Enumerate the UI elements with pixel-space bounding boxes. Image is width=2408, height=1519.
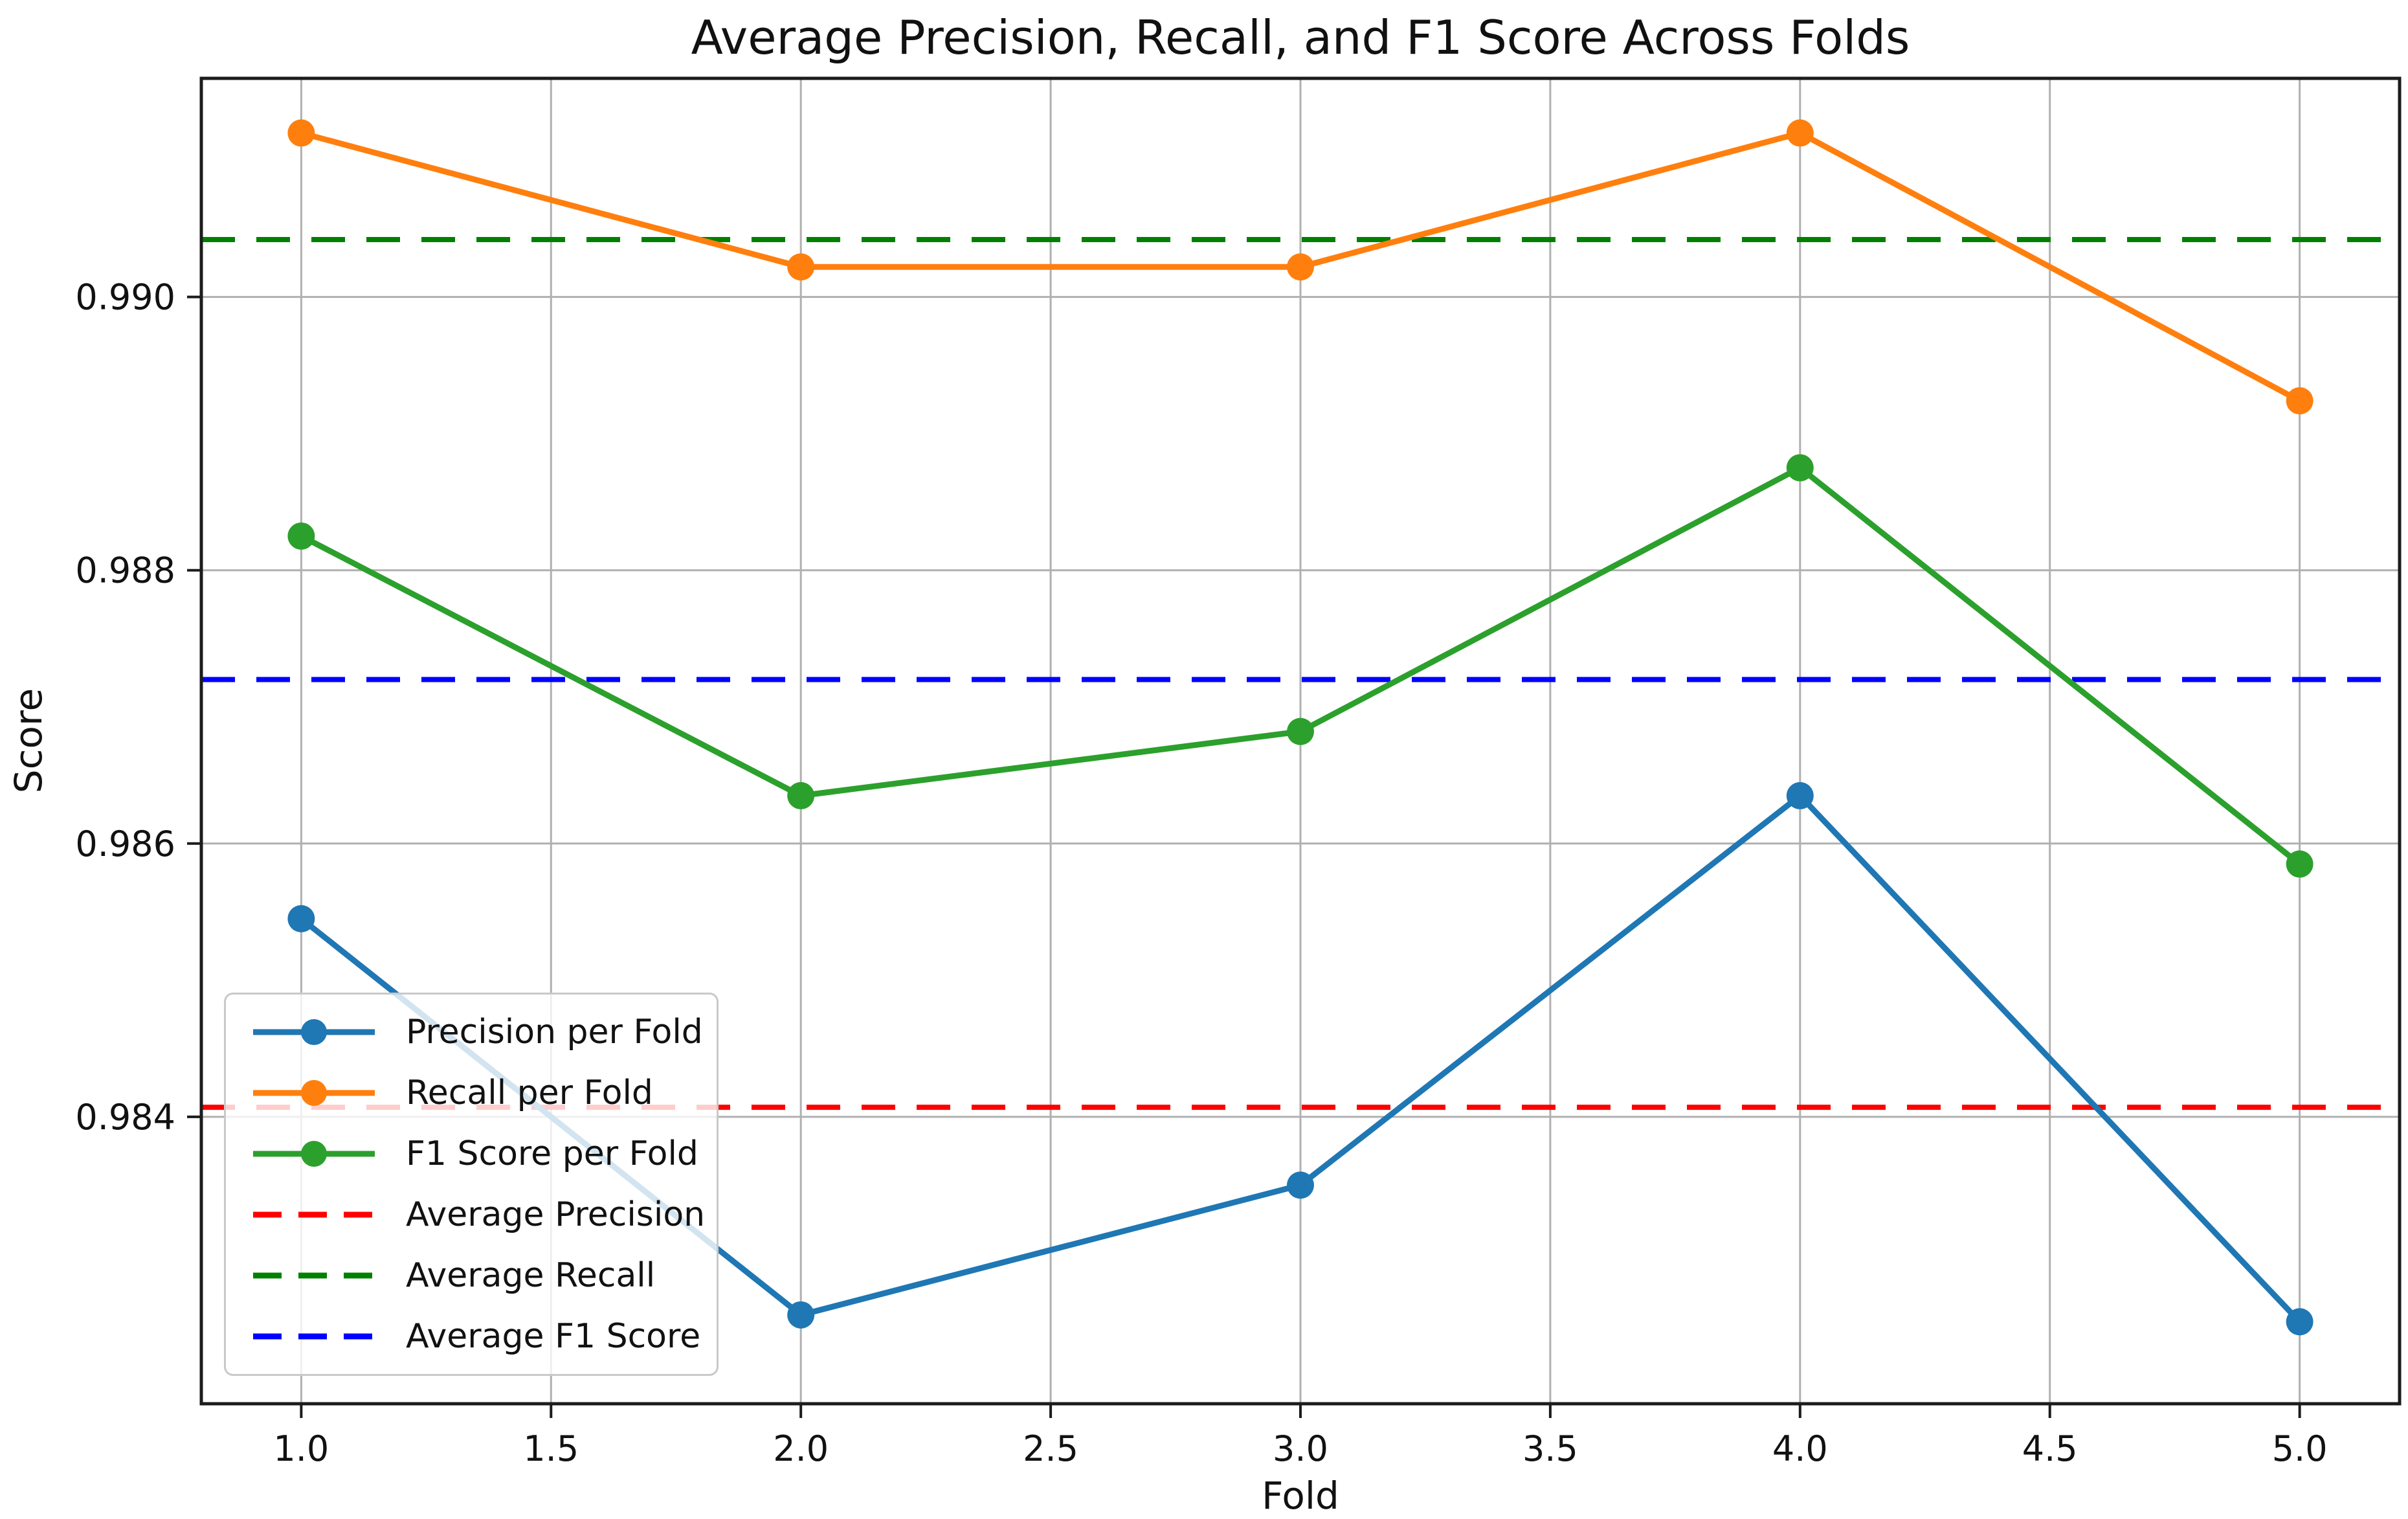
x-axis-label: Fold (1262, 1474, 1339, 1518)
x-tick-label: 4.5 (2022, 1428, 2078, 1469)
legend-line-marker-swatch (253, 1080, 375, 1106)
chart-title: Average Precision, Recall, and F1 Score … (691, 10, 1910, 65)
legend-line-marker-swatch (253, 1019, 375, 1045)
y-tick-label: 0.988 (75, 550, 175, 591)
legend: Precision per Fold Recall per Fold F1 Scor… (224, 993, 719, 1376)
legend-label: Average F1 Score (406, 1317, 701, 1356)
data-point-marker (287, 905, 315, 932)
legend-item: Precision per Fold (249, 1002, 717, 1062)
x-tick-label: 2.0 (773, 1428, 829, 1469)
data-point-marker (2286, 850, 2313, 878)
legend-dashed-line-swatch (253, 1211, 375, 1218)
legend-line-marker-swatch (253, 1141, 375, 1167)
legend-label: Average Recall (406, 1256, 656, 1295)
y-axis-label: Score (6, 688, 50, 793)
data-point-marker (787, 1301, 815, 1329)
x-tick-label: 5.0 (2272, 1428, 2328, 1469)
x-tick-label: 3.0 (1273, 1428, 1328, 1469)
x-tick-label: 2.5 (1023, 1428, 1078, 1469)
data-point-marker (1786, 119, 1814, 147)
data-point-marker (1786, 454, 1814, 482)
data-point-marker (287, 522, 315, 550)
legend-label: Precision per Fold (406, 1013, 703, 1052)
y-tick-label: 0.990 (75, 277, 175, 318)
legend-label: Average Precision (406, 1195, 706, 1234)
data-point-marker (1287, 717, 1314, 745)
legend-item: Average Precision (249, 1185, 717, 1244)
x-tick-label: 1.0 (273, 1428, 329, 1469)
data-point-marker (787, 782, 815, 809)
data-point-marker (1786, 782, 1814, 809)
legend-item: Recall per Fold (249, 1063, 717, 1123)
legend-dashed-line-swatch (253, 1333, 375, 1340)
data-point-marker (2286, 1308, 2313, 1336)
legend-swatch-marker (301, 1080, 327, 1106)
legend-label: F1 Score per Fold (406, 1134, 698, 1173)
legend-label: Recall per Fold (406, 1074, 653, 1112)
legend-dashed-line-swatch (253, 1272, 375, 1279)
x-tick-label: 3.5 (1522, 1428, 1578, 1469)
legend-swatch-marker (301, 1019, 327, 1045)
data-point-marker (1287, 1171, 1314, 1199)
y-tick-label: 0.984 (75, 1097, 175, 1138)
data-point-marker (1287, 253, 1314, 281)
y-tick-label: 0.986 (75, 824, 175, 864)
data-point-marker (787, 253, 815, 281)
data-point-marker (2286, 387, 2313, 415)
data-point-marker (287, 119, 315, 147)
legend-item: Average Recall (249, 1246, 717, 1305)
chart-canvas: 1.0 1.5 2.0 2.5 3.0 3.5 4.0 4.5 5.0 0.984 0.986 0.9… (75, 76, 2402, 1469)
x-tick-label: 1.5 (523, 1428, 579, 1469)
legend-item: F1 Score per Fold (249, 1124, 717, 1184)
legend-item: Average F1 Score (249, 1307, 717, 1366)
x-tick-label: 4.0 (1772, 1428, 1828, 1469)
legend-swatch-marker (301, 1141, 327, 1167)
